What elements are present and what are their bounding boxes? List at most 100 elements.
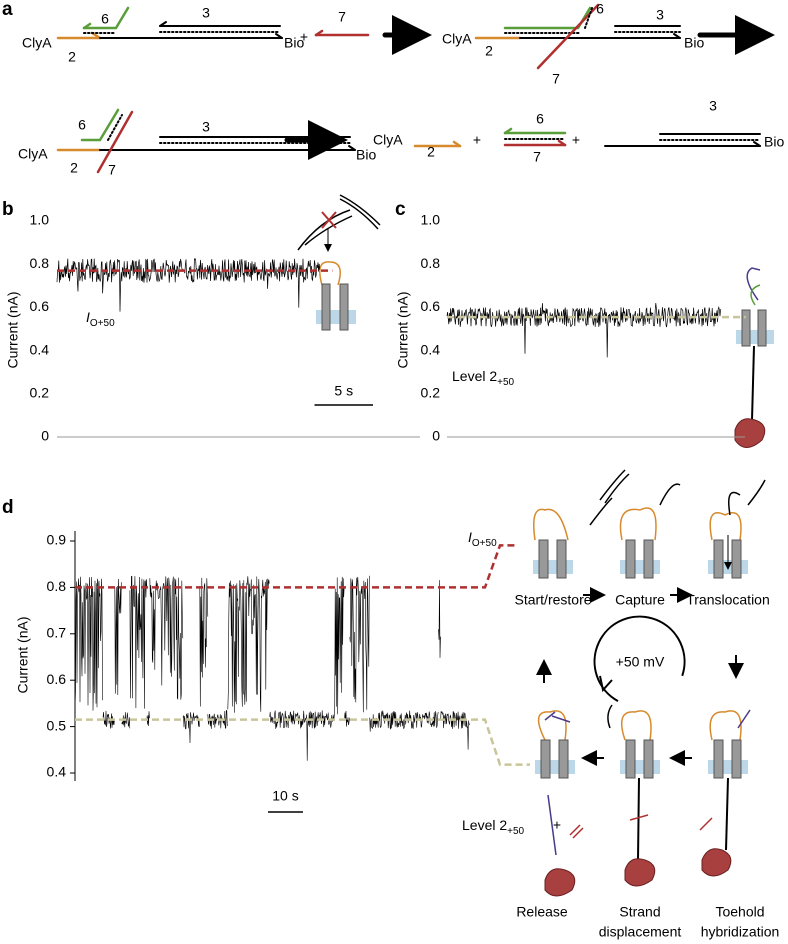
current-trace — [182, 712, 200, 744]
level-label-sub: O+50 — [472, 538, 497, 549]
y-tick-label: 0 — [41, 428, 49, 444]
pore-icon — [699, 709, 751, 877]
strand-label: 2 — [485, 43, 493, 59]
strand-label: 2 — [68, 49, 76, 65]
y-axis-label: Current (nA) — [5, 291, 21, 368]
plus: + — [572, 132, 580, 148]
step-label: Strand — [619, 904, 660, 920]
y-tick-label: 0.8 — [30, 255, 50, 271]
pore-icon — [607, 704, 660, 887]
panel-a: a 6 3 ClyA 2 Bio + 7 6 3 ClyA 2 — [2, 0, 784, 178]
step-label: Release — [516, 904, 568, 920]
strand-label: 3 — [656, 7, 664, 23]
current-trace — [269, 710, 335, 761]
strand-label: 6 — [536, 111, 544, 127]
y-tick-label: 0 — [432, 428, 440, 444]
scale-bar-label: 5 s — [334, 383, 353, 399]
level-label: IO+50 — [86, 309, 115, 329]
current-trace — [438, 580, 441, 658]
panel-label: d — [2, 497, 14, 518]
level-label: Level 2+50 — [452, 368, 515, 388]
y-tick-label: 0.8 — [47, 578, 67, 594]
current-trace — [199, 577, 209, 707]
y-tick-label: 0.6 — [30, 298, 50, 314]
step-label: hybridization — [701, 924, 780, 940]
strand-label: 7 — [338, 9, 346, 25]
level-label-main: Level 2 — [462, 817, 507, 833]
current-trace — [146, 711, 150, 727]
level-label-main: Level 2 — [452, 368, 497, 384]
bio-label: Bio — [764, 134, 784, 150]
y-tick-label: 0.6 — [47, 671, 67, 687]
bio-label: Bio — [356, 147, 376, 163]
level-label: Level 2+50 — [462, 817, 525, 837]
current-trace — [149, 576, 184, 700]
y-axis-label: Current (nA) — [395, 291, 411, 368]
voltage-label: +50 mV — [616, 654, 665, 670]
scale-bar-label: 10 s — [272, 788, 298, 804]
step-label: Translocation — [686, 592, 770, 608]
current-trace — [369, 710, 439, 732]
panel-label: c — [395, 199, 406, 220]
current-trace — [227, 576, 270, 713]
current-trace — [344, 710, 350, 727]
y-tick-label: 0.4 — [421, 341, 441, 357]
strand-label: 2 — [427, 144, 435, 160]
y-tick-label: 0.9 — [47, 532, 67, 548]
strand-label: 7 — [552, 71, 560, 87]
current-trace — [129, 575, 148, 709]
pore-icon — [535, 710, 584, 897]
pore-icon — [734, 267, 774, 448]
clya-label: ClyA — [373, 132, 403, 148]
pore-icon — [297, 194, 381, 331]
step-label: Toehold — [715, 904, 764, 920]
level-label-sub: +50 — [507, 826, 524, 837]
strand-label: 6 — [596, 1, 604, 17]
current-trace — [440, 711, 470, 750]
strand-label: 3 — [202, 5, 210, 21]
y-tick-label: 1.0 — [30, 212, 50, 228]
level-label-main: I — [86, 309, 90, 325]
strand-label: 6 — [101, 11, 109, 27]
step-label: Capture — [615, 592, 665, 608]
current-trace — [349, 575, 370, 713]
current-trace — [334, 576, 345, 715]
y-tick-label: 0.2 — [421, 385, 441, 401]
cycle-diagram: +50 mV Start/restore Capture Translocati… — [514, 469, 780, 940]
y-tick-label: 0.2 — [30, 385, 50, 401]
clya-label: ClyA — [18, 146, 48, 162]
panel-label: a — [2, 0, 13, 20]
clya-label: ClyA — [22, 35, 52, 51]
y-tick-label: 1.0 — [421, 212, 441, 228]
level-line — [75, 718, 530, 766]
strand-label: 7 — [533, 149, 541, 165]
current-trace — [56, 258, 321, 312]
pore-icon — [599, 469, 681, 579]
current-trace — [207, 709, 228, 729]
level-line — [75, 544, 515, 589]
pore-icon — [533, 497, 613, 579]
strand-label: 7 — [108, 162, 116, 178]
level-label-sub: +50 — [497, 377, 514, 388]
pore-icon — [708, 479, 766, 579]
strand-label: 6 — [78, 117, 86, 133]
strand-label: 3 — [709, 98, 717, 114]
level-label-main: I — [468, 529, 472, 545]
current-trace — [74, 576, 103, 711]
bio-label: Bio — [284, 35, 304, 51]
y-tick-label: 0.5 — [47, 717, 67, 733]
plus: + — [473, 132, 481, 148]
level-label-sub: O+50 — [90, 318, 115, 329]
y-tick-label: 0.4 — [47, 764, 67, 780]
plus: + — [553, 817, 561, 833]
clya-label: ClyA — [442, 31, 472, 47]
strand-label: 3 — [202, 119, 210, 135]
y-tick-label: 0.4 — [30, 341, 50, 357]
step-label: Start/restore — [514, 592, 591, 608]
y-tick-label: 0.7 — [47, 625, 67, 641]
y-axis-label: Current (nA) — [15, 616, 31, 693]
current-trace — [446, 302, 721, 358]
bio-label: Bio — [684, 35, 704, 51]
strand-label: 2 — [70, 160, 78, 176]
